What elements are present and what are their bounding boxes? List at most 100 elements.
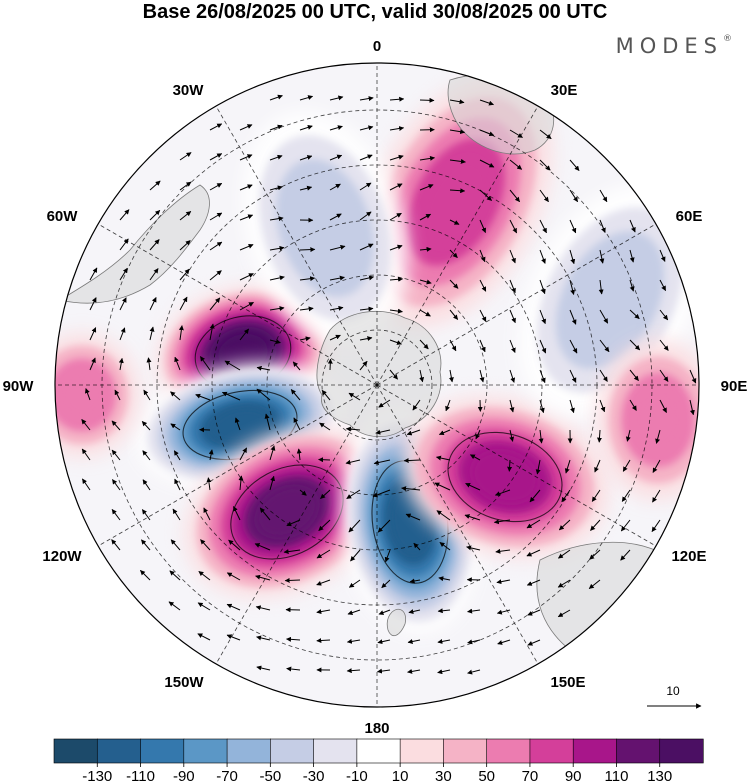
wind-vector-236	[299, 489, 307, 496]
wind-vector-333	[407, 668, 421, 674]
wind-vector-93	[269, 275, 285, 281]
wind-vector-17	[479, 129, 495, 137]
wind-vector-22	[239, 154, 253, 161]
lon-label-30e: 30E	[551, 82, 578, 99]
wind-vector-73	[269, 245, 285, 251]
wind-vector-121	[509, 309, 516, 324]
wind-vector-203	[509, 429, 515, 442]
colorbar-tick-label-7: 10	[392, 768, 409, 783]
wind-vector-11	[299, 125, 313, 131]
wind-vector-65	[569, 219, 577, 234]
wind-vector-183	[539, 399, 545, 414]
wind-vector-26	[359, 154, 373, 161]
wind-vector-156	[359, 360, 368, 371]
lon-label-60e: 60E	[676, 208, 703, 225]
lon-label-150w: 150W	[164, 674, 204, 691]
wind-vector-267	[651, 519, 661, 533]
lon-label-0: 0	[373, 38, 381, 55]
wind-vector-261	[464, 514, 481, 521]
wind-vector-197	[319, 422, 331, 431]
wind-vector-278	[413, 542, 421, 551]
meridian-line-5	[376, 384, 539, 665]
map-disc	[55, 63, 699, 707]
wind-vector-251	[172, 508, 181, 521]
colorbar-tick-label-8: 30	[435, 768, 452, 783]
wind-vector-152	[224, 360, 241, 371]
wind-vector-217	[318, 457, 331, 463]
wind-vector-95	[329, 275, 345, 281]
lon-label-30w: 30W	[173, 82, 205, 99]
wind-vector-102	[539, 279, 546, 295]
lon-label-150e: 150E	[550, 674, 585, 691]
wind-vector-310	[408, 609, 421, 614]
wind-vector-288	[198, 571, 211, 581]
registered-mark: ®	[723, 34, 732, 44]
wind-vector-20	[179, 152, 192, 161]
colorbar-tick-label-0: -130	[82, 768, 112, 783]
wind-vector-215	[269, 445, 276, 461]
wind-vector-89	[149, 268, 159, 281]
wind-vector-163	[569, 369, 577, 383]
wind-vector-137	[389, 339, 402, 345]
wind-vector-120	[479, 309, 487, 322]
wind-vector-208	[655, 429, 661, 444]
wind-vector-12	[329, 125, 343, 131]
wind-vector-132	[239, 328, 249, 341]
wind-vector-227	[622, 459, 631, 472]
colorbar-swatch-8	[399, 738, 445, 764]
colorbar-swatch-2	[140, 738, 185, 764]
wind-vector-29	[449, 158, 466, 164]
wind-vector-144	[599, 339, 610, 353]
wind-vector-5	[419, 97, 435, 103]
wind-vector-323	[407, 639, 421, 644]
wind-vector-196	[293, 417, 301, 431]
wind-vector-127	[89, 327, 97, 341]
wind-vector-289	[226, 572, 241, 581]
colorbar-tick-label-4: -50	[259, 768, 281, 783]
anomaly-contour-0-7	[218, 333, 268, 373]
wind-vector-223	[507, 459, 513, 472]
wind-vector-268	[111, 539, 121, 551]
wind-vector-213	[208, 449, 214, 461]
wind-vector-162	[539, 369, 546, 384]
anomaly-contour-2-6	[256, 486, 318, 538]
wind-vector-176	[321, 389, 331, 401]
wind-vector-49	[599, 189, 608, 203]
wind-vector-13	[359, 125, 374, 131]
wind-vector-6	[449, 99, 465, 105]
wind-vector-57	[329, 213, 342, 221]
wind-vector-325	[467, 639, 481, 645]
wind-vector-138	[419, 339, 429, 350]
anomaly-contour-1-7	[210, 407, 270, 443]
wind-vector-293	[348, 579, 361, 588]
wind-vector-1	[299, 95, 314, 101]
wind-vector-312	[467, 608, 481, 614]
wind-vector-299	[526, 579, 541, 586]
colorbar-swatch-6	[313, 738, 358, 764]
wind-vector-224	[535, 459, 541, 475]
wind-vector-308	[347, 609, 361, 616]
wind-vector-253	[233, 506, 241, 521]
meridian-line-8	[97, 384, 378, 547]
lon-label-180: 180	[364, 720, 389, 737]
longitude-labels: 0 180 30W 30E 60W 60E 90W 90E 120W 120E …	[3, 38, 748, 737]
wind-vector-260	[436, 510, 451, 521]
wind-vector-242	[465, 482, 481, 491]
wind-vector-126	[659, 309, 669, 321]
wind-vector-42	[389, 183, 403, 191]
wind-vector-32	[539, 159, 551, 171]
wind-vector-201	[438, 429, 451, 436]
wind-vector-175	[290, 389, 301, 401]
wind-vector-191	[141, 421, 151, 431]
wind-vector-128	[119, 327, 126, 341]
colorbar: -130 -110 -90 -70 -50 -30 -10 10 30 50 70 90 110 130	[53, 738, 704, 783]
wind-vector-239	[372, 489, 391, 498]
colorbar-swatch-4	[226, 738, 271, 764]
wind-vector-313	[496, 609, 511, 615]
wind-vector-173	[221, 391, 241, 401]
wind-vector-254	[259, 507, 271, 521]
wind-vector-146	[659, 339, 669, 351]
wind-vector-190	[111, 420, 121, 431]
wind-vector-238	[346, 489, 361, 500]
colorbar-swatch-11	[529, 738, 574, 764]
